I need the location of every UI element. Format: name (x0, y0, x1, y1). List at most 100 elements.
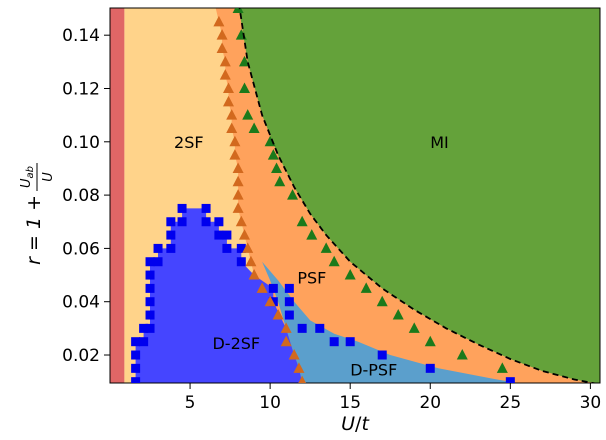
triangle-marker-orange (232, 189, 244, 200)
triangle-marker-green (287, 189, 299, 200)
square-marker (284, 310, 294, 320)
triangle-marker-green (392, 309, 404, 320)
triangle-marker-green (496, 362, 508, 373)
triangle-marker-orange (272, 309, 284, 320)
region-mi-fill (238, 8, 600, 383)
square-marker (329, 337, 339, 347)
square-marker (236, 243, 246, 253)
square-marker (425, 363, 435, 373)
triangle-marker-orange (242, 242, 254, 253)
square-marker (145, 257, 155, 267)
triangle-marker-orange (213, 15, 225, 27)
square-marker (222, 230, 232, 240)
x-tick-label: 20 (419, 393, 441, 413)
triangle-marker-orange (239, 229, 251, 240)
triangle-marker-green (248, 122, 260, 133)
x-tick-label: 30 (580, 393, 602, 413)
region-label-psf: PSF (297, 269, 326, 288)
triangle-marker-green (424, 335, 436, 347)
triangle-marker-orange (280, 322, 292, 333)
square-marker (297, 323, 307, 333)
y-tick-label: 0.02 (62, 346, 100, 366)
triangle-marker-orange (293, 362, 305, 373)
square-marker (145, 283, 155, 293)
svg-text:r = 1 +: r = 1 + (23, 195, 45, 265)
triangle-marker-green (376, 295, 388, 307)
triangle-marker-orange (245, 255, 257, 267)
triangle-marker-orange (280, 335, 292, 347)
triangle-marker-orange (232, 162, 244, 173)
triangle-marker-green (267, 149, 279, 160)
dashed-boundary-line (238, 8, 597, 383)
triangle-marker-green (239, 55, 251, 67)
square-marker (214, 230, 224, 240)
triangle-marker-orange (216, 42, 228, 54)
region-dpsf-fill (262, 261, 519, 383)
y-axis: 0.02 0.04 0.06 0.08 0.10 0.12 0.14 (62, 26, 110, 366)
triangle-marker-orange (222, 82, 234, 93)
square-marker (284, 283, 294, 293)
square-marker (222, 243, 232, 253)
svg-text:Uab: Uab (19, 166, 36, 188)
triangle-marker-orange (226, 122, 238, 133)
triangle-marker-green (239, 82, 251, 93)
triangle-marker-green (408, 322, 420, 333)
triangle-marker-orange (219, 69, 231, 80)
triangle-marker-orange (216, 29, 228, 40)
triangle-marker-green (296, 215, 308, 227)
square-marker (177, 217, 187, 227)
x-tick-label: 25 (500, 393, 522, 413)
square-marker (268, 297, 278, 307)
region-label-d-psf: D-PSF (350, 361, 397, 380)
square-marker (131, 363, 141, 373)
square-marker (166, 243, 176, 253)
square-marker (145, 270, 155, 280)
square-marker (145, 297, 155, 307)
y-axis-label: r = 1 + Uab U (19, 163, 56, 265)
triangle-marker-orange (222, 95, 234, 107)
svg-text:U: U (41, 172, 56, 182)
triangle-marker-green (271, 162, 283, 173)
triangle-marker-green (232, 8, 244, 14)
region-label-2sf: 2SF (174, 133, 204, 152)
y-tick-label: 0.14 (62, 26, 100, 46)
triangle-marker-green (306, 229, 318, 240)
y-tick-label: 0.06 (62, 239, 100, 259)
square-marker (131, 377, 141, 383)
x-axis: 5 10 15 20 25 30 (185, 383, 602, 413)
square-marker (505, 377, 515, 383)
x-tick-label: 5 (185, 393, 196, 413)
triangle-marker-orange (232, 175, 244, 187)
square-marker (345, 337, 355, 347)
triangle-marker-green (360, 282, 372, 293)
region-labels: 2SF MI PSF D-2SF D-PSF (174, 133, 449, 380)
x-tick-label: 10 (259, 393, 281, 413)
square-marker (236, 257, 246, 267)
square-marker (166, 230, 176, 240)
y-tick-label: 0.12 (62, 79, 100, 99)
triangle-marker-orange (235, 215, 247, 227)
triangle-marker-orange (298, 375, 306, 383)
square-marker (201, 203, 211, 213)
triangle-marker-orange (248, 269, 260, 280)
triangle-marker-orange (232, 202, 244, 213)
triangle-marker-orange (226, 109, 238, 120)
square-marker (139, 337, 149, 347)
region-sf-fill (110, 8, 125, 383)
square-marker (139, 323, 149, 333)
triangle-marker-green (456, 349, 468, 360)
triangle-marker-orange (229, 149, 241, 160)
square-marker (153, 243, 163, 253)
data-marks (131, 8, 597, 383)
square-marker (131, 350, 141, 360)
triangle-marker-green (320, 242, 332, 253)
triangle-marker-orange (256, 282, 268, 293)
y-tick-label: 0.10 (62, 133, 100, 153)
triangle-marker-green (344, 269, 356, 280)
square-marker (166, 217, 176, 227)
square-marker (268, 283, 278, 293)
triangle-marker-orange (288, 349, 300, 360)
square-marker (177, 203, 187, 213)
square-marker (145, 323, 155, 333)
